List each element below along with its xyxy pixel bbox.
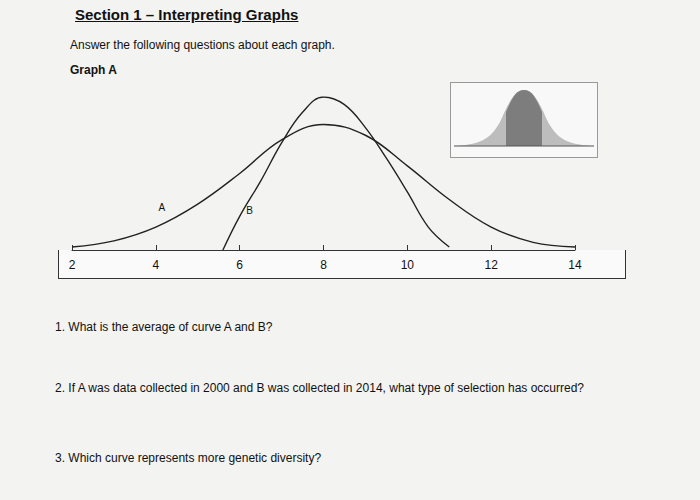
html-text:Answer the following questions: Answer the following questions about eac… [70,38,335,52]
svg-text:8: 8 [320,258,327,272]
svg-text:4: 4 [152,258,159,272]
html-text:Graph A: Graph A [70,63,117,77]
svg-text:10: 10 [401,258,415,272]
svg-text:14: 14 [568,258,582,272]
html-text:3. Which curve represents more: 3. Which curve represents more genetic d… [55,451,322,465]
html-text:2. If A was data collected in: 2. If A was data collected in 2000 and B… [55,381,584,395]
html-text:1. What is the average of curv: 1. What is the average of curve A and B? [55,320,273,334]
svg-text:2: 2 [69,258,76,272]
svg-text:A: A [158,202,165,213]
svg-text:6: 6 [236,258,243,272]
html-text:Section 1 – Interpreting Graph: Section 1 – Interpreting Graphs [75,6,299,23]
svg-text:12: 12 [484,258,498,272]
svg-text:B: B [246,205,253,216]
